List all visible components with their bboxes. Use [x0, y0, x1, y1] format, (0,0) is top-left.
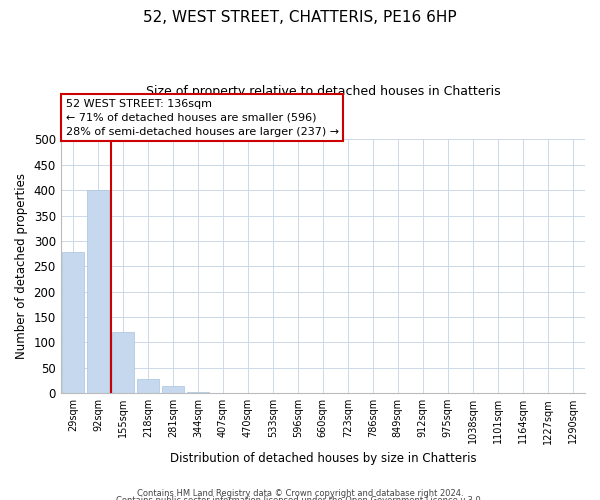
Bar: [561, 392, 584, 393]
Y-axis label: Number of detached properties: Number of detached properties: [15, 174, 28, 360]
Bar: [137, 380, 159, 393]
Text: 52 WEST STREET: 136sqm
← 71% of detached houses are smaller (596)
28% of semi-de: 52 WEST STREET: 136sqm ← 71% of detached…: [66, 99, 339, 137]
Bar: [187, 392, 209, 393]
Bar: [162, 386, 184, 393]
Text: 52, WEST STREET, CHATTERIS, PE16 6HP: 52, WEST STREET, CHATTERIS, PE16 6HP: [143, 10, 457, 25]
X-axis label: Distribution of detached houses by size in Chatteris: Distribution of detached houses by size …: [170, 452, 476, 465]
Bar: [62, 252, 85, 393]
Bar: [87, 190, 109, 393]
Text: Contains HM Land Registry data © Crown copyright and database right 2024.: Contains HM Land Registry data © Crown c…: [137, 488, 463, 498]
Bar: [112, 332, 134, 393]
Text: Contains public sector information licensed under the Open Government Licence v.: Contains public sector information licen…: [116, 496, 484, 500]
Title: Size of property relative to detached houses in Chatteris: Size of property relative to detached ho…: [146, 85, 500, 98]
